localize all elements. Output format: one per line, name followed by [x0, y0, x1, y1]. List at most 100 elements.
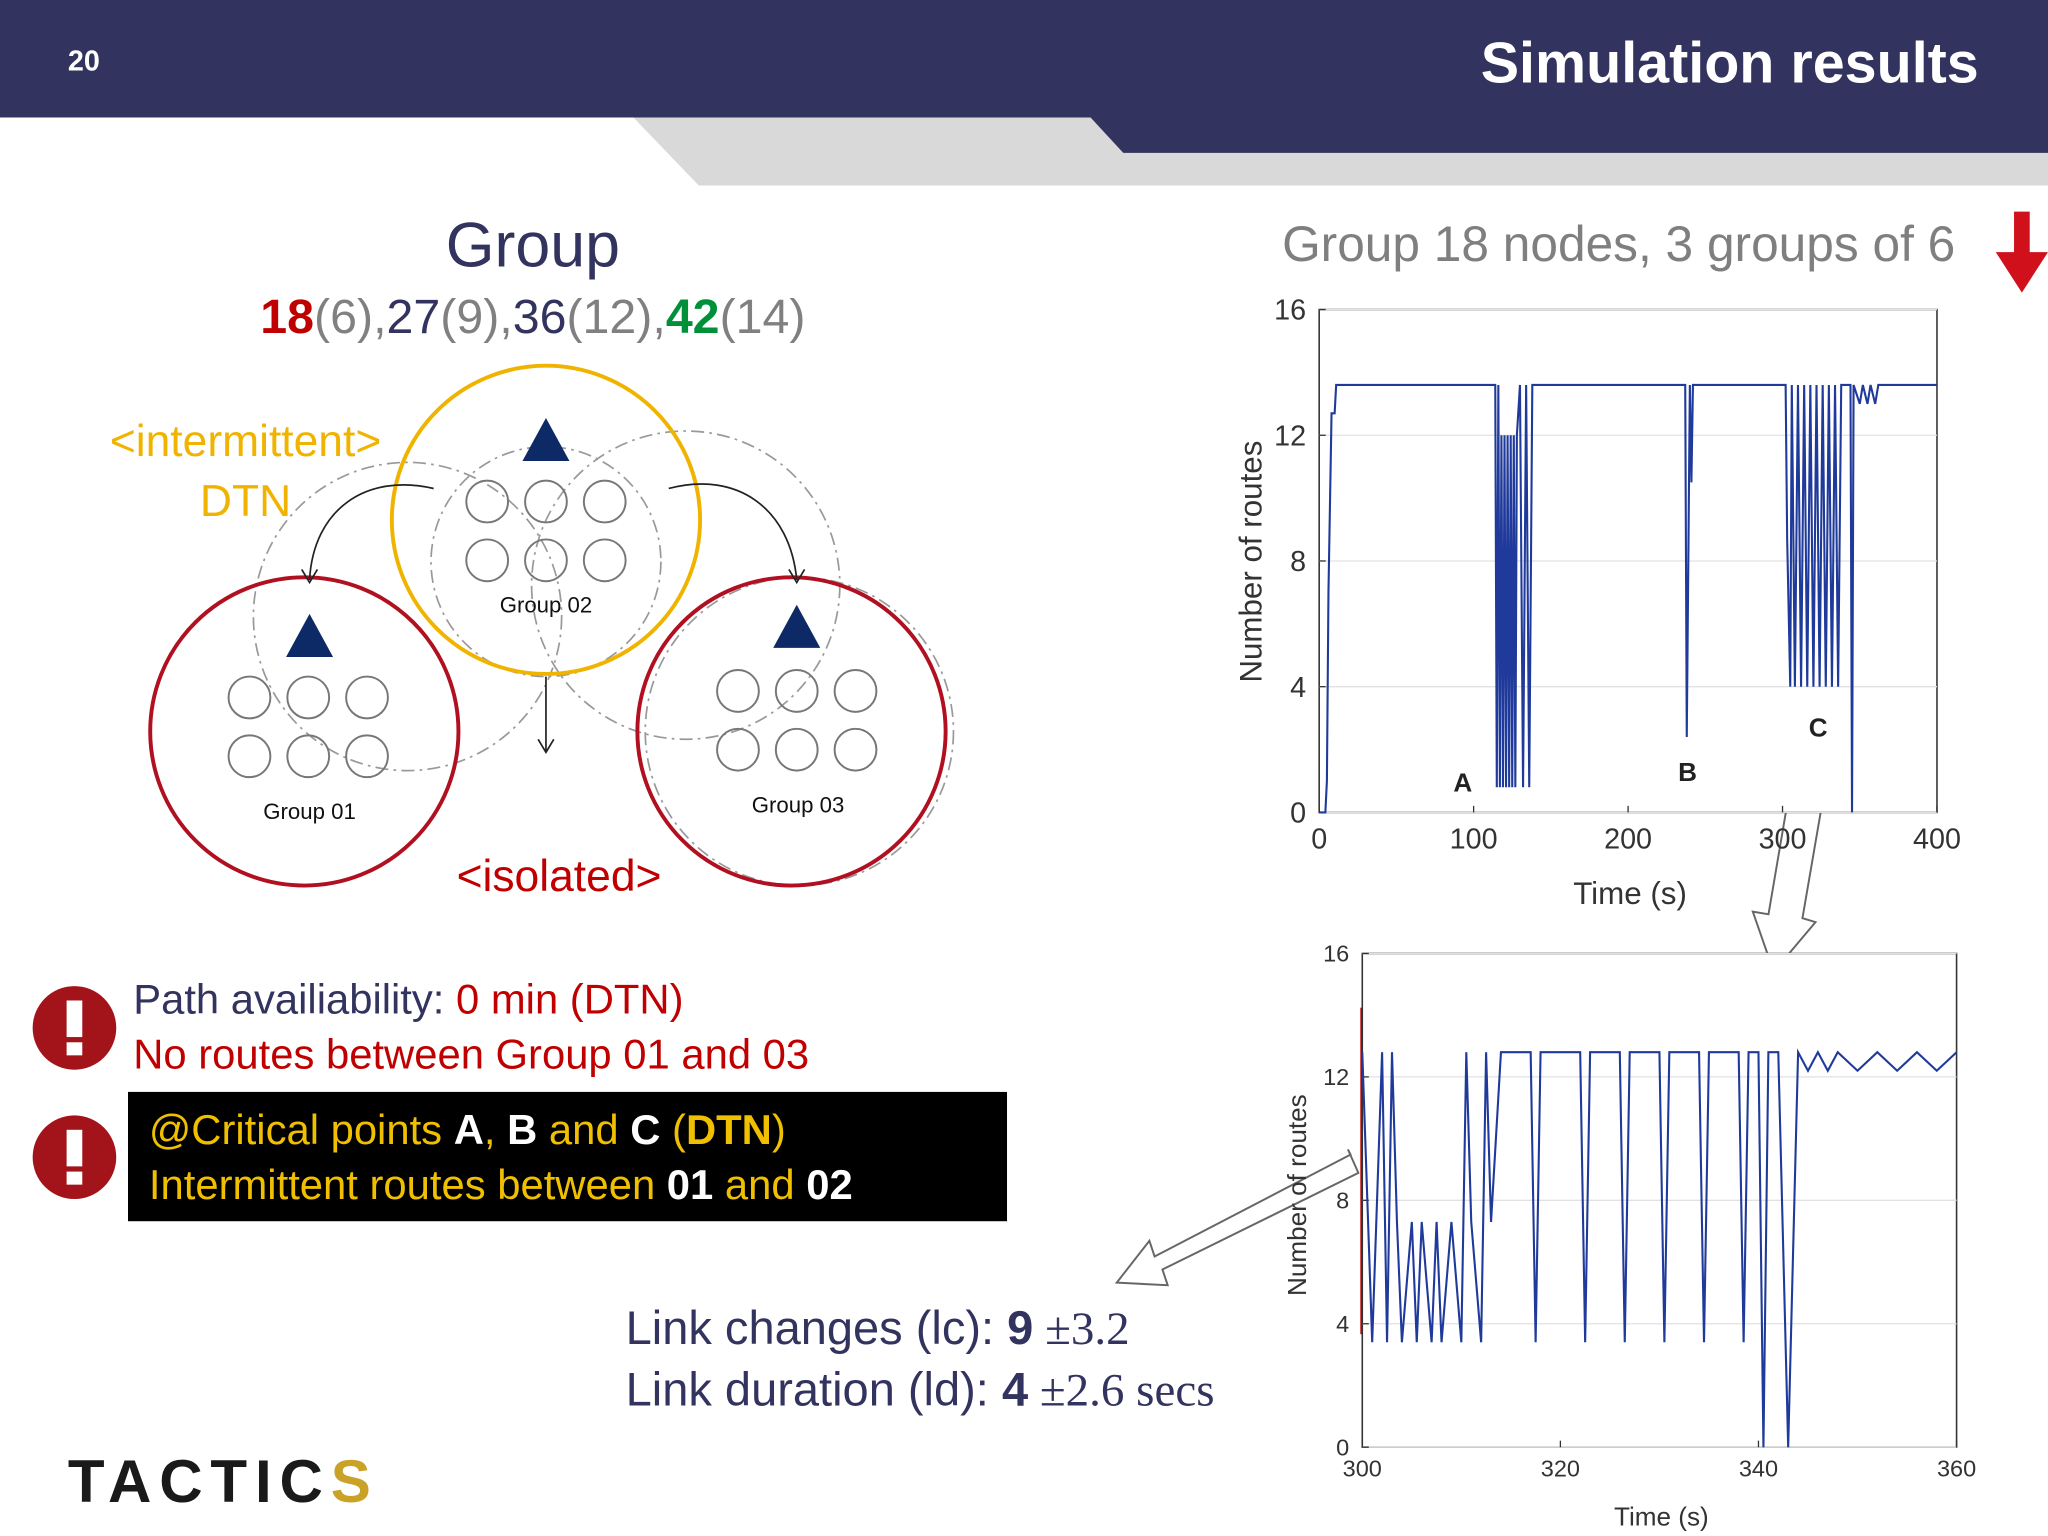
text-segment: S: [331, 1448, 379, 1515]
arrow-head: [788, 569, 806, 585]
triangle: [773, 604, 821, 648]
annotation: A: [1453, 768, 1472, 798]
zoom-arrow: [1114, 1148, 1360, 1287]
x-axis-label: Time (s): [1614, 1502, 1709, 1532]
y-tick-label: 12: [1274, 420, 1306, 452]
page-number: 20: [68, 46, 100, 78]
y-tick-label: 16: [1323, 941, 1349, 967]
chart-title: Group 18 nodes, 3 groups of 6: [1282, 216, 1955, 272]
critical-box: [128, 1091, 1008, 1222]
x-tick-label: 100: [1450, 823, 1498, 855]
critical-line: @Critical points A, B and C (DTN): [149, 1106, 786, 1153]
x-tick-label: 340: [1739, 1456, 1778, 1482]
text-segment: 18: [260, 290, 314, 344]
x-tick-label: 360: [1937, 1456, 1976, 1482]
text-segment: (9),: [440, 290, 512, 344]
arrow-head: [537, 738, 555, 754]
text-segment: and: [537, 1106, 630, 1153]
group-circle: [635, 575, 948, 888]
x-tick-label: 300: [1343, 1456, 1382, 1482]
triangle: [286, 613, 334, 657]
nodes: [227, 479, 878, 779]
zoom-arrow: [1751, 787, 1825, 974]
x-tick-label: 400: [1913, 823, 1961, 855]
text-segment: 36: [513, 290, 567, 344]
text-segment: @Critical points: [149, 1106, 454, 1153]
text-segment: and: [713, 1161, 806, 1208]
data-line: [1319, 383, 1937, 814]
y-tick-label: 8: [1336, 1188, 1349, 1214]
stat-line: Link duration (ld): 4 ±2.6 secs: [626, 1362, 1215, 1416]
x-tick-label: 320: [1541, 1456, 1580, 1482]
text-segment: 02: [806, 1161, 852, 1208]
group-label: Group 01: [263, 799, 356, 824]
text-segment: 27: [387, 290, 441, 344]
down-arrow: [1995, 211, 2048, 293]
logo: TACTICS: [68, 1448, 379, 1515]
group-sizes: 18(6),27(9),36(12),42(14): [260, 290, 805, 344]
text-segment: 9: [1007, 1301, 1033, 1354]
alert-icon: [32, 1115, 117, 1200]
base-stations: [286, 417, 821, 657]
text-segment: TACTIC: [68, 1448, 331, 1515]
text-segment: No routes between Group 01 and 03: [133, 1030, 809, 1077]
intermittent-label: <intermittent>: [110, 417, 381, 466]
y-axis-label: Number of routes: [1234, 441, 1269, 683]
x-tick-label: 300: [1759, 823, 1807, 855]
text-segment: ±2.6 secs: [1028, 1364, 1214, 1416]
y-tick-label: 16: [1274, 295, 1306, 327]
text-segment: ): [772, 1106, 786, 1153]
data-line: [1361, 1048, 1958, 1448]
diagram-title: Group: [446, 210, 620, 280]
note-line: Path availiability: 0 min (DTN): [133, 976, 683, 1023]
triangle: [522, 417, 570, 462]
y-axis-label: Number of routes: [1282, 1094, 1312, 1296]
x-tick-label: 0: [1311, 823, 1327, 855]
group-label: Group 02: [500, 593, 593, 618]
text-segment: 42: [666, 290, 720, 344]
y-tick-label: 8: [1290, 546, 1306, 578]
text-segment: ,: [484, 1106, 507, 1153]
coverage: [252, 461, 563, 772]
x-axis-label: Time (s): [1573, 876, 1687, 911]
slide-title: Simulation results: [1481, 31, 1979, 95]
text-segment: ±3.2: [1033, 1303, 1129, 1355]
x-tick-label: 200: [1604, 823, 1652, 855]
coverage-circles: [252, 430, 955, 887]
text-segment: Intermittent routes between: [149, 1161, 667, 1208]
text-segment: 0 min (DTN): [456, 976, 683, 1023]
text-segment: Link duration (ld):: [626, 1362, 1002, 1415]
text-segment: C: [630, 1106, 660, 1153]
text-segment: DTN: [686, 1106, 772, 1153]
text-segment: (12),: [566, 290, 665, 344]
note-line: No routes between Group 01 and 03: [133, 1030, 809, 1077]
text-segment: A: [454, 1106, 484, 1153]
y-tick-label: 4: [1336, 1311, 1349, 1337]
annotation: B: [1678, 757, 1697, 787]
y-tick-label: 0: [1290, 797, 1306, 829]
arrows: [300, 483, 806, 754]
group-label: Group 03: [752, 792, 845, 817]
y-tick-label: 0: [1336, 1434, 1349, 1460]
y-tick-label: 12: [1323, 1064, 1349, 1090]
annotation: C: [1809, 713, 1828, 743]
arrow: [668, 483, 798, 580]
text-segment: Link changes (lc):: [626, 1301, 1008, 1354]
text-segment: (14): [720, 290, 806, 344]
text-segment: 4: [1002, 1362, 1028, 1415]
dtn-label: DTN: [200, 477, 291, 526]
text-segment: B: [507, 1106, 537, 1153]
text-segment: 01: [667, 1161, 713, 1208]
header-bar: [0, 0, 2048, 153]
isolated-label: <isolated>: [457, 852, 662, 901]
stat-line: Link changes (lc): 9 ±3.2: [626, 1301, 1130, 1355]
alert-icon: [32, 986, 117, 1070]
critical-line: Intermittent routes between 01 and 02: [149, 1161, 853, 1208]
group-circle: [148, 575, 461, 888]
y-tick-label: 4: [1290, 672, 1306, 704]
text-segment: (6),: [314, 290, 386, 344]
arrow: [308, 484, 434, 580]
text-segment: (: [660, 1106, 686, 1153]
